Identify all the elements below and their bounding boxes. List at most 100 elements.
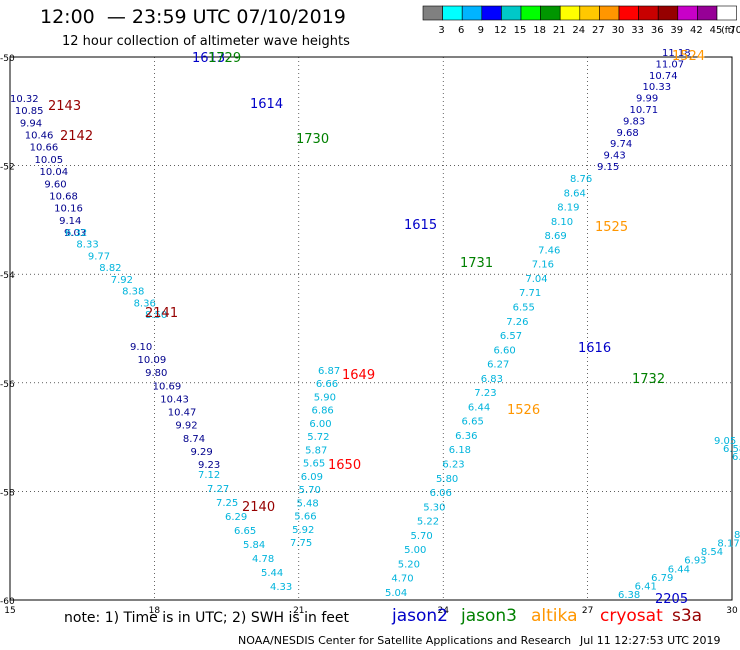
colorbar-tick-label: 24 [572,25,585,36]
wave-height-value: 9.77 [88,251,110,262]
wave-height-value: 10.43 [160,394,189,405]
wave-height-value: 9.03 [64,228,86,239]
track-id-label: 1526 [507,403,540,418]
lat-label: -50 [0,54,15,64]
wave-height-value: 5.65 [303,459,325,470]
wave-height-value: 6.68 [732,452,740,463]
wave-height-value: 8.36 [134,298,156,309]
wave-height-value: 5.48 [296,498,318,509]
lon-label: 27 [582,606,593,616]
track-id-label: 1730 [296,132,329,147]
wave-height-value: 6.55 [513,302,535,313]
map-subtitle: 12 hour collection of altimeter wave hei… [62,34,350,49]
colorbar-tick-label: 27 [592,25,605,36]
wave-height-value: 8.64 [564,188,586,199]
wave-height-value: 5.30 [423,502,445,513]
lon-label: 15 [4,606,15,616]
wave-height-value: 9.83 [623,116,645,127]
wave-height-value: 7.23 [474,388,496,399]
wave-height-value: 7.16 [532,260,554,271]
colorbar-tick-label: 36 [651,25,664,36]
wave-height-value: 5.87 [305,445,327,456]
track-id-label: 2140 [242,500,275,515]
wave-height-value: 10.85 [15,106,44,117]
track-id-label: 1729 [208,51,241,66]
wave-height-value: 7.71 [519,288,541,299]
wave-height-value: 7.92 [111,275,133,286]
wave-height-value: 6.83 [481,374,503,385]
wave-height-value: 5.66 [294,512,316,523]
wave-height-value: 5.72 [307,432,329,443]
wave-height-value: 6.93 [684,556,706,567]
wave-height-value: 9.92 [175,421,197,432]
wave-height-value: 9.05 [714,436,736,447]
wave-height-value: 6.65 [234,526,256,537]
wave-height-value: 10.05 [35,155,64,166]
wave-height-value: 9.80 [145,368,167,379]
colorbar-unit: (ft) [721,26,735,36]
lat-label: -60 [0,597,15,607]
color-scale-legend: 3 6 9 12 15 18 21 24 27 30 33 36 39 42 45 70(ft) [422,5,740,36]
wave-height-value: 5.92 [292,525,314,536]
lon-label: 30 [726,606,738,616]
track-id-label: 2205 [655,592,688,607]
wave-height-value: 8.54 [701,547,723,558]
wave-height-value: 6.06 [430,488,452,499]
colorbar-tick-label: 45 [710,25,723,36]
lat-label: -58 [0,488,15,498]
wave-height-value: 8.38 [122,287,144,298]
colorbar-tick-label: 18 [533,25,546,36]
wave-height-value: 9.74 [610,139,632,150]
wave-height-value: 11.18 [662,48,691,59]
wave-height-value: 4.70 [391,574,413,585]
wave-height-value: 9.99 [636,94,658,105]
wave-height-value: 9.14 [59,216,81,227]
wave-height-value: 5.70 [411,531,433,542]
wave-height-value: 5.70 [299,485,321,496]
lat-label: -52 [0,163,15,173]
wave-height-value: 9.23 [198,460,220,471]
wave-height-value: 10.66 [30,143,59,154]
wave-height-value: 5.80 [436,474,458,485]
wave-height-value: 6.44 [468,402,490,413]
lon-label: 24 [437,606,449,616]
wave-height-value: 6.32 [65,228,87,239]
legend-cryosat: cryosat [600,606,663,626]
wave-height-value: 6.60 [493,345,515,356]
track-id-label: 1525 [595,220,628,235]
footer-note: note: 1) Time is in UTC; 2) SWH is in fe… [64,610,350,626]
wave-height-value: 11.07 [656,59,685,70]
wave-height-value: 10.47 [168,408,197,419]
wave-height-value: 10.16 [54,204,83,215]
wave-height-value: 7.75 [290,538,312,549]
colorbar-tick-label: 42 [690,25,703,36]
lat-label: -54 [0,271,15,281]
wave-height-value: 9.10 [130,342,152,353]
legend-jason2: jason2 [392,606,448,626]
wave-height-value: 6.58 [723,444,740,455]
map-title: 12:00 — 23:59 UTC 07/10/2019 [40,6,346,28]
wave-height-value: 7.12 [198,470,220,481]
colorbar-tick-label: 33 [631,25,644,36]
track-id-label: 1613 [192,51,225,66]
track-id-label: 1615 [404,218,437,233]
colorbar-tick-label: 12 [494,25,507,36]
lat-label: -56 [0,380,15,390]
colorbar-tick-label: 3 [438,25,444,36]
track-id-label: 2143 [48,99,81,114]
lon-label: 18 [149,606,161,616]
colorbar-swatch [716,5,737,21]
colorbar-tick-label: 21 [553,25,566,36]
wave-height-value: 7.04 [525,274,547,285]
colorbar-tick-label: 9 [478,25,484,36]
wave-height-value: 10.46 [25,131,54,142]
wave-height-value: 5.90 [314,392,336,403]
wave-height-value: 6.23 [442,460,464,471]
wave-height-value: 10.04 [39,167,68,178]
wave-height-value: 7.27 [207,484,229,495]
wave-height-value: 6.09 [301,472,323,483]
wave-height-value: 10.68 [49,191,78,202]
wave-height-value: 6.44 [668,564,690,575]
wave-height-value: 10.74 [649,71,678,82]
